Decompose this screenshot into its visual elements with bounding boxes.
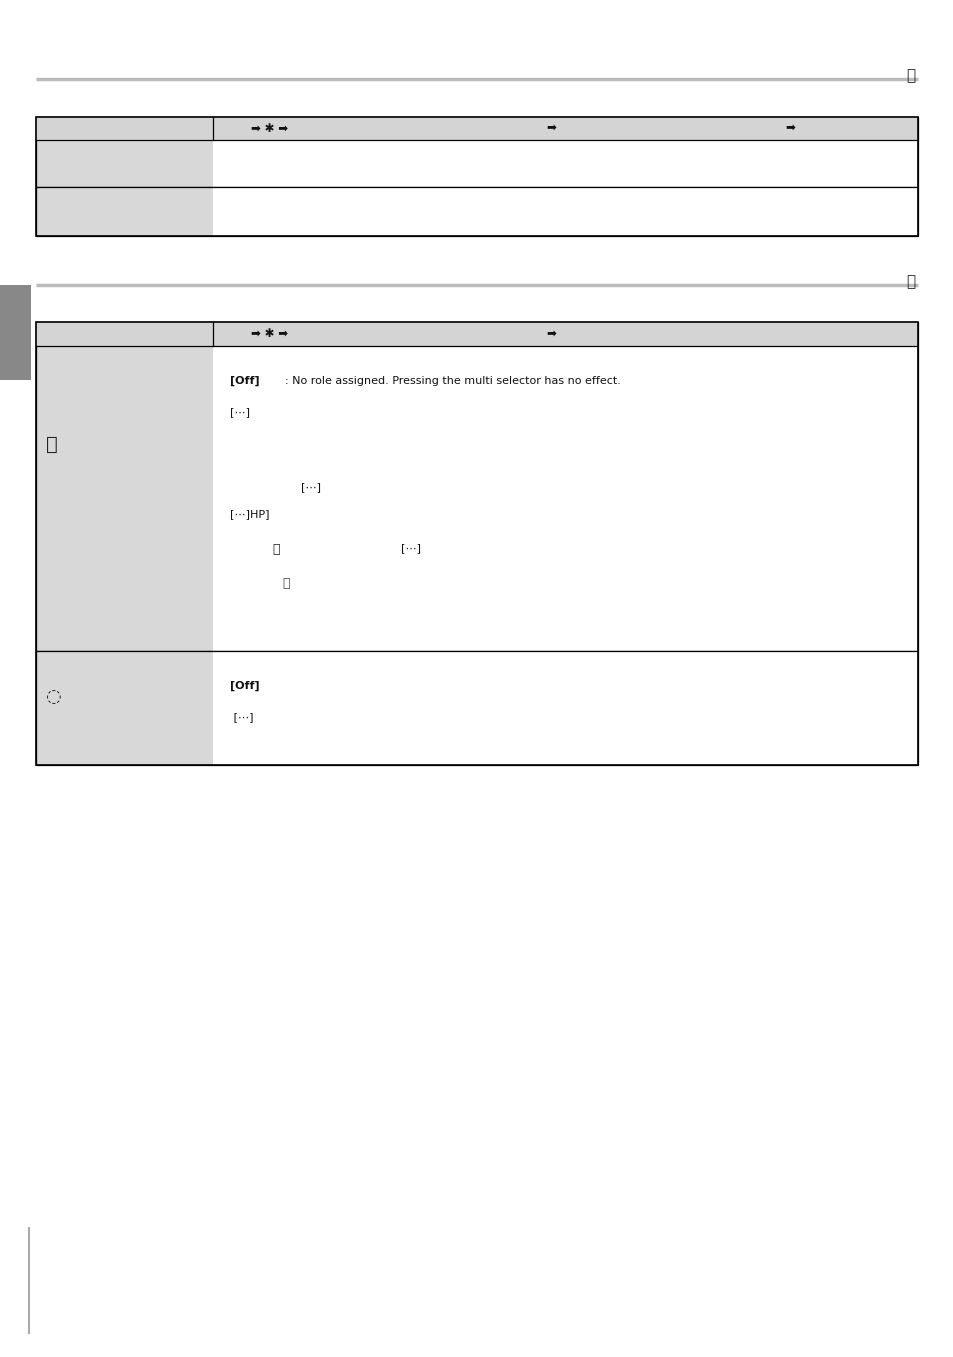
Text: [⋯]: [⋯] [230,712,253,722]
Text: ➡ ✱ ➡: ➡ ✱ ➡ [251,122,288,134]
Bar [36,651,213,765]
Text: 📷: 📷 [273,543,280,556]
Bar [213,651,917,765]
Text: ➡: ➡ [546,122,556,134]
Text: ➡: ➡ [784,122,794,134]
Bar [213,322,917,346]
Text: [Off]: [Off] [230,376,259,387]
Text: 📹: 📹 [905,274,915,289]
Text: [⋯]: [⋯] [230,407,250,417]
Bar [213,346,917,651]
Bar [36,651,917,765]
Bar [36,346,213,651]
Bar [213,187,917,236]
Text: ➡: ➡ [546,327,556,341]
Text: ➡ ✱ ➡: ➡ ✱ ➡ [251,327,288,341]
Bar [0,285,31,380]
Bar [36,322,213,346]
Text: ⌖: ⌖ [46,434,57,455]
Bar [36,322,917,346]
Text: 🔧: 🔧 [282,577,290,590]
Text: [Off]: [Off] [230,681,259,692]
Bar [36,187,917,236]
Bar [36,117,213,140]
Bar [36,322,917,765]
Text: 📹: 📹 [905,68,915,83]
Bar [36,117,917,140]
Text: [⋯]: [⋯] [301,482,321,491]
Bar [36,187,213,236]
Bar [213,117,917,140]
Bar [36,346,917,651]
Bar [36,117,917,236]
Text: : No role assigned. Pressing the multi selector has no effect.: : No role assigned. Pressing the multi s… [285,376,620,385]
Text: [⋯]HP]: [⋯]HP] [230,509,269,518]
Bar [213,140,917,187]
Bar [36,140,917,187]
Text: ◌: ◌ [46,688,62,707]
Text: [⋯]: [⋯] [401,543,421,552]
Bar [36,140,213,187]
